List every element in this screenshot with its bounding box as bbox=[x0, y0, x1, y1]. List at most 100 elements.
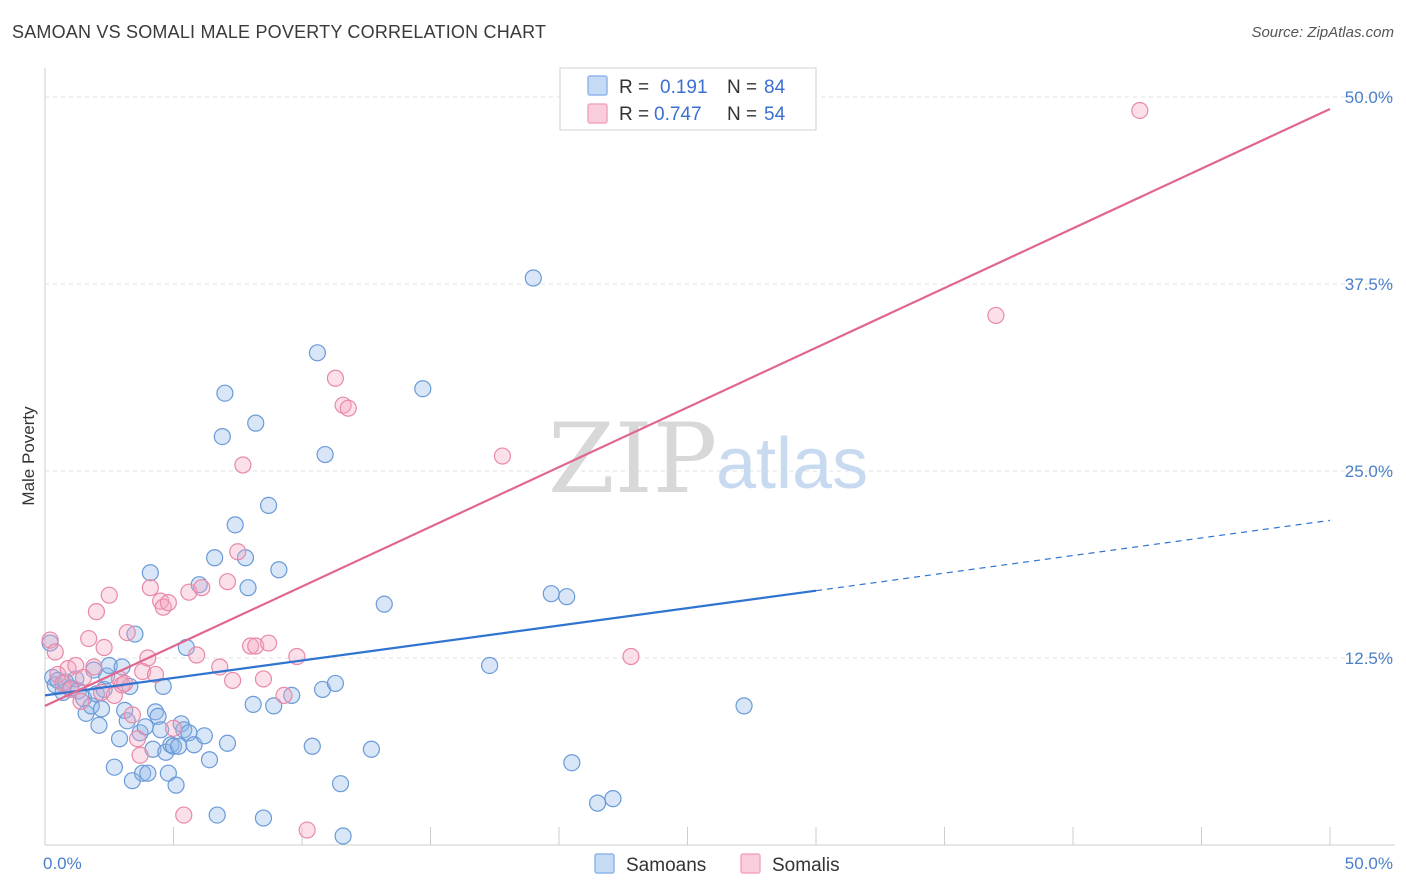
samoans-trend-line bbox=[44, 589, 817, 697]
samoans-point-82 bbox=[735, 697, 753, 715]
somalis-point-31 bbox=[180, 583, 198, 601]
legend-n-label-2: N = bbox=[727, 104, 757, 125]
y-tick-label-0: 12.5% bbox=[1345, 649, 1393, 668]
samoans-point-29 bbox=[139, 764, 157, 782]
samoans-point-13 bbox=[90, 716, 108, 734]
samoans-point-78 bbox=[558, 588, 576, 606]
somalis-point-33 bbox=[193, 579, 211, 597]
legend-box: R = 0.191 N = 84 R = 0.747 N = 54 bbox=[559, 67, 817, 131]
samoans-point-33 bbox=[149, 707, 167, 725]
samoans-point-55 bbox=[226, 516, 244, 534]
samoans-point-75 bbox=[481, 656, 499, 675]
somalis-point-40 bbox=[247, 637, 265, 655]
legend-swatch-samoans bbox=[587, 75, 608, 96]
somalis-point-8 bbox=[74, 668, 93, 687]
somalis-point-2 bbox=[49, 665, 67, 684]
samoans-point-79 bbox=[563, 754, 581, 772]
samoans-point-51 bbox=[208, 806, 226, 824]
samoans-point-80 bbox=[588, 794, 607, 812]
samoans-point-62 bbox=[265, 697, 283, 715]
somalis-trend-line bbox=[44, 107, 1331, 707]
source-credit: Source: ZipAtlas.com bbox=[1251, 24, 1394, 41]
legend-n-label-1: N = bbox=[727, 77, 757, 98]
samoans-point-69 bbox=[326, 674, 345, 693]
samoans-point-53 bbox=[216, 384, 234, 402]
somalis-point-7 bbox=[72, 692, 90, 710]
samoans-point-66 bbox=[308, 344, 327, 362]
x-tick-labels: 0.0% 50.0% bbox=[43, 854, 1393, 873]
samoans-point-41 bbox=[170, 737, 188, 755]
somalis-point-10 bbox=[85, 658, 103, 676]
watermark: ZIP atlas bbox=[548, 403, 868, 515]
axes bbox=[44, 68, 1395, 846]
somalis-point-29 bbox=[164, 719, 183, 737]
series-samoans-points bbox=[41, 269, 753, 845]
samoans-point-54 bbox=[218, 734, 237, 752]
somalis-point-24 bbox=[141, 579, 159, 597]
somalis-point-50 bbox=[622, 647, 640, 666]
y-tick-label-1: 25.0% bbox=[1345, 462, 1393, 481]
samoans-point-32 bbox=[146, 703, 165, 721]
samoans-point-50 bbox=[206, 549, 224, 567]
y-tick-label-3: 50.0% bbox=[1345, 88, 1393, 107]
samoans-point-71 bbox=[334, 827, 352, 845]
samoans-point-60 bbox=[254, 809, 273, 827]
somalis-point-42 bbox=[259, 634, 278, 652]
samoans-point-72 bbox=[362, 740, 380, 758]
somalis-point-39 bbox=[242, 637, 260, 655]
samoans-point-58 bbox=[244, 695, 262, 713]
somalis-point-25 bbox=[146, 665, 165, 684]
samoans-point-74 bbox=[414, 380, 432, 398]
legend-r-label-2: R = bbox=[619, 104, 649, 125]
somalis-point-48 bbox=[339, 399, 357, 417]
samoans-point-68 bbox=[316, 445, 334, 464]
x-tick-label-1: 50.0% bbox=[1345, 854, 1393, 873]
samoans-point-18 bbox=[105, 758, 123, 776]
chart-title: SAMOAN VS SOMALI MALE POVERTY CORRELATIO… bbox=[12, 22, 547, 42]
somalis-point-11 bbox=[87, 603, 106, 621]
samoans-point-52 bbox=[213, 427, 231, 446]
series-somalis-points bbox=[41, 101, 1149, 839]
somalis-point-1 bbox=[46, 643, 64, 661]
somalis-point-46 bbox=[326, 369, 345, 387]
somalis-point-49 bbox=[493, 447, 512, 465]
somalis-point-36 bbox=[224, 671, 242, 690]
samoans-point-30 bbox=[141, 564, 159, 582]
legend-swatch-somalis bbox=[587, 103, 608, 124]
x-tick-label-0: 0.0% bbox=[43, 854, 82, 873]
samoans-point-27 bbox=[134, 764, 152, 782]
somalis-point-52 bbox=[1131, 101, 1149, 120]
somalis-point-6 bbox=[67, 656, 85, 675]
y-axis-label: Male Poverty bbox=[19, 406, 38, 506]
samoans-point-48 bbox=[195, 727, 213, 745]
somalis-point-21 bbox=[131, 746, 149, 764]
series-legend: Samoans Somalis bbox=[594, 853, 840, 876]
somalis-point-45 bbox=[298, 821, 316, 839]
samoans-point-77 bbox=[542, 585, 560, 603]
samoans-point-40 bbox=[167, 776, 185, 794]
samoans-point-19 bbox=[110, 730, 129, 748]
trend-lines bbox=[44, 107, 1331, 707]
watermark-atlas: atlas bbox=[716, 424, 868, 504]
somalis-point-13 bbox=[95, 638, 113, 657]
samoans-trend-extension bbox=[815, 519, 1331, 592]
bottom-legend-label-samoans: Samoans bbox=[626, 855, 706, 876]
somalis-point-19 bbox=[123, 706, 141, 724]
watermark-zip: ZIP bbox=[548, 403, 717, 515]
somalis-point-28 bbox=[159, 594, 177, 612]
y-tick-label-2: 37.5% bbox=[1345, 275, 1393, 294]
somalis-point-32 bbox=[188, 646, 206, 664]
samoans-point-76 bbox=[524, 269, 542, 287]
legend-n-value-2: 54 bbox=[764, 104, 786, 125]
somalis-point-38 bbox=[234, 456, 252, 474]
somalis-point-35 bbox=[218, 573, 237, 591]
samoans-point-61 bbox=[259, 496, 278, 515]
bottom-legend-swatch-samoans bbox=[594, 853, 615, 874]
samoans-point-81 bbox=[604, 790, 622, 808]
samoans-point-73 bbox=[375, 595, 393, 613]
bottom-legend-label-somalis: Somalis bbox=[772, 855, 840, 876]
somalis-point-14 bbox=[100, 586, 118, 604]
samoans-point-37 bbox=[159, 764, 177, 782]
legend-r-value-2: 0.747 bbox=[654, 104, 702, 125]
